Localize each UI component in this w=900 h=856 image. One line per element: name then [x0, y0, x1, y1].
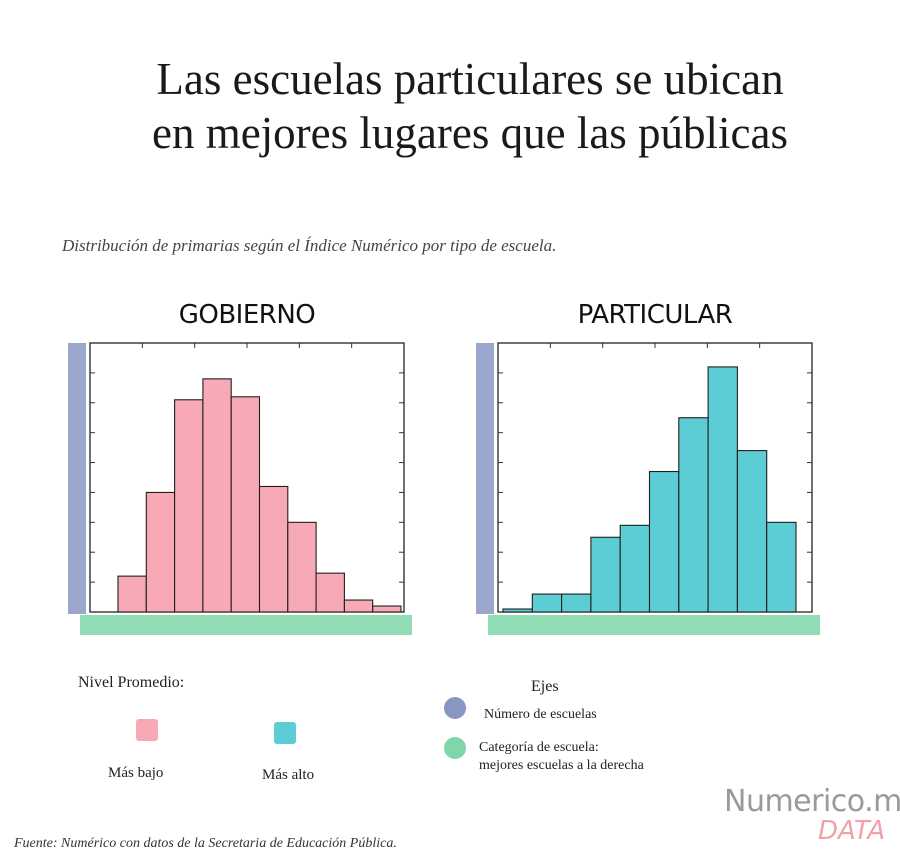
particular-y-axis-band [476, 343, 494, 614]
source-note: Fuente: Numérico con datos de la Secreta… [14, 836, 397, 851]
title-line-2: en mejores lugares que las públicas [151, 108, 789, 158]
legend-high-swatch [274, 722, 296, 744]
gobierno-bar-4 [202, 378, 232, 613]
legend-axes-title: Ejes [531, 678, 559, 695]
panel-title-particular: PARTICULAR [577, 300, 733, 330]
title-line-1: Las escuelas particulares se ubican [156, 54, 784, 104]
gobierno-bar-3 [174, 399, 204, 613]
legend-y-axis-dot [444, 697, 466, 719]
panel-title-gobierno: GOBIERNO [178, 300, 316, 330]
legend-x-axis-label-2: mejores escuelas a la derecha [479, 758, 644, 773]
particular-bar-7 [678, 417, 709, 613]
gobierno-y-axis-band [68, 343, 86, 614]
gobierno-bar-6 [258, 485, 289, 613]
gobierno-bar-2 [145, 491, 176, 613]
gobierno-bar-8 [315, 572, 345, 613]
legend-y-axis-label: Número de escuelas [484, 707, 597, 722]
particular-bar-2 [531, 593, 563, 613]
gobierno-bar-7 [287, 521, 317, 613]
particular-bar-4 [590, 536, 621, 613]
particular-bar-5 [619, 524, 651, 613]
legend-high-label: Más alto [262, 767, 315, 783]
chart-title: Las escuelas particulares se ubican en m… [0, 52, 900, 160]
legend-level-title: Nivel Promedio: [78, 674, 185, 691]
particular-bar-9 [736, 450, 768, 613]
particular-bar-3 [561, 593, 592, 613]
chart-subtitle: Distribución de primarias según el Índic… [62, 236, 557, 255]
legend-low-swatch [136, 719, 158, 741]
legend-x-axis-dot [444, 737, 466, 759]
brand-logo-text: Numerico.mx [724, 784, 900, 819]
gobierno-bar-1 [117, 575, 147, 613]
brand-logo-sub: DATA [818, 816, 886, 846]
gobierno-bar-9 [343, 599, 374, 613]
particular-x-axis-band [488, 615, 820, 635]
particular-bar-6 [648, 470, 680, 613]
particular-bar-10 [766, 521, 797, 613]
legend-x-axis-label-1: Categoría de escuela: [479, 740, 599, 755]
particular-bar-8 [707, 366, 738, 613]
gobierno-bar-5 [230, 396, 261, 613]
particular-bar-1 [502, 608, 533, 613]
gobierno-x-axis-band [80, 615, 412, 635]
gobierno-bar-10 [372, 605, 402, 613]
legend-low-label: Más bajo [108, 765, 164, 781]
